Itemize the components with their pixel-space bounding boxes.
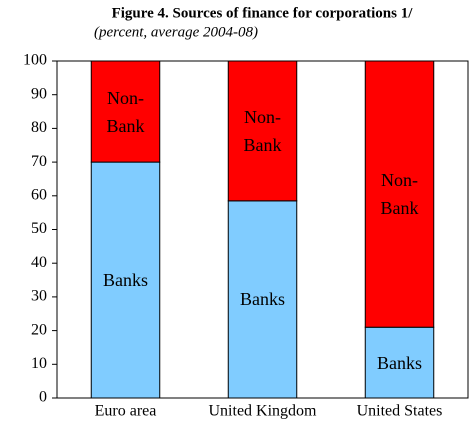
y-tick-label: 0 xyxy=(39,389,47,406)
segment-label: Banks xyxy=(377,352,422,373)
x-tick-label: United States xyxy=(357,403,443,420)
bar-segment xyxy=(227,60,298,202)
y-tick-label: 40 xyxy=(31,254,47,271)
x-tick-label: United Kingdom xyxy=(209,403,318,420)
y-tick-label: 100 xyxy=(23,52,47,69)
segment-label: Non-Bank xyxy=(243,106,282,155)
chart-subtitle: (percent, average 2004-08) xyxy=(94,24,258,40)
segment-label: Non-Bank xyxy=(106,87,145,136)
y-tick-label: 10 xyxy=(31,355,47,372)
y-tick-label: 50 xyxy=(31,220,47,237)
y-tick-label: 70 xyxy=(31,153,47,170)
segment-label: Non-Bank xyxy=(380,170,419,219)
bar-segment xyxy=(364,60,435,328)
y-tick-label: 20 xyxy=(31,321,47,338)
segment-label: Banks xyxy=(240,289,285,310)
y-tick-label: 90 xyxy=(31,85,47,102)
y-tick-label: 30 xyxy=(31,288,47,305)
bar-segment xyxy=(90,161,161,399)
y-tick-label: 60 xyxy=(31,186,47,203)
x-tick-label: Euro area xyxy=(95,403,157,420)
chart-title: Figure 4. Sources of finance for corpora… xyxy=(112,5,414,21)
bar-segment xyxy=(90,60,161,163)
segment-label: Banks xyxy=(103,270,148,291)
y-tick-label: 80 xyxy=(31,119,47,136)
bar-segment xyxy=(227,200,298,399)
bar-segment xyxy=(364,326,435,399)
